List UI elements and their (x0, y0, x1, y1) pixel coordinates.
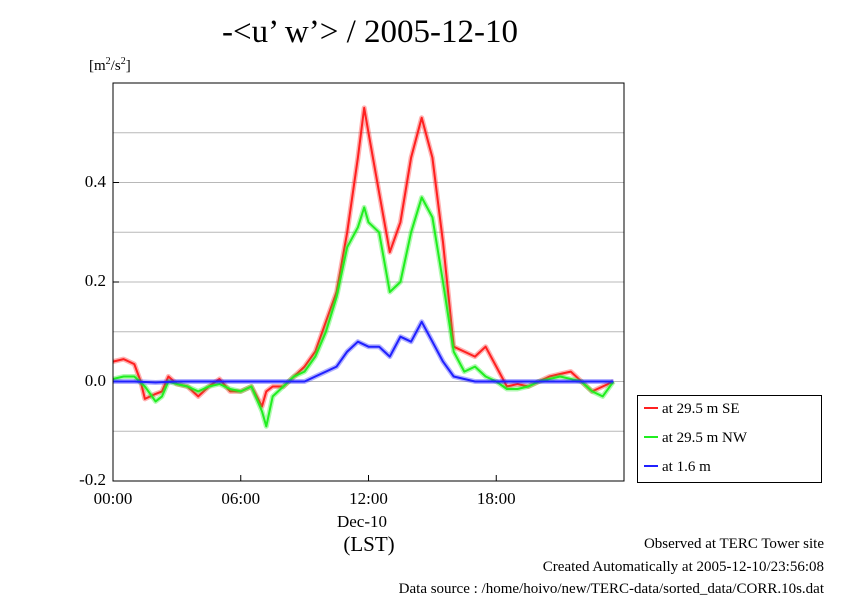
legend-item-nw: at 29.5 m NW (644, 430, 747, 447)
chart-title: -<u’ w’> / 2005-12-10 (222, 14, 518, 50)
y-tick-label: 0.4 (84, 171, 106, 191)
legend: at 29.5 m SE at 29.5 m NW at 1.6 m (637, 395, 822, 483)
x-tick-label: 18:00 (476, 489, 516, 508)
legend-swatch-nw (644, 436, 658, 438)
footer-observed: Observed at TERC Tower site (643, 536, 824, 552)
legend-item-1-6m: at 1.6 m (644, 459, 711, 476)
series-line-0 (112, 106, 614, 408)
series-line-1 (112, 196, 615, 428)
series-line-2 (113, 320, 614, 384)
legend-item-se: at 29.5 m SE (644, 401, 740, 418)
y-tick-label: -0.2 (79, 470, 106, 489)
y-tick-label: 0.2 (84, 271, 106, 290)
footer-created: Created Automatically at 2005-12-10/23:5… (542, 559, 824, 575)
legend-label-nw: at 29.5 m NW (662, 430, 747, 446)
series-layer (112, 105, 616, 429)
x-tick-label: 06:00 (221, 489, 261, 508)
x-tick-label: 12:00 (349, 489, 388, 508)
y-axis-unit: [m2/s2] (89, 56, 131, 74)
legend-swatch-se (644, 407, 658, 409)
x-tick-label: 00:00 (93, 489, 133, 508)
series-halo-2 (113, 319, 614, 385)
legend-label-se: at 29.5 m SE (662, 401, 740, 417)
grid-lines (112, 132, 624, 482)
legend-label-1-6m: at 1.6 m (662, 459, 711, 475)
plot-frame (112, 82, 625, 482)
series-halo-1 (112, 194, 616, 429)
x-date-label: Dec-10 (336, 512, 388, 531)
x-axis-label: (LST) (343, 532, 395, 556)
legend-swatch-1-6m (644, 465, 658, 467)
y-tick-label: 0.0 (84, 370, 106, 390)
series-halo-0 (112, 105, 615, 409)
footer-source: Data source : /home/hoivo/new/TERC-data/… (398, 581, 824, 597)
